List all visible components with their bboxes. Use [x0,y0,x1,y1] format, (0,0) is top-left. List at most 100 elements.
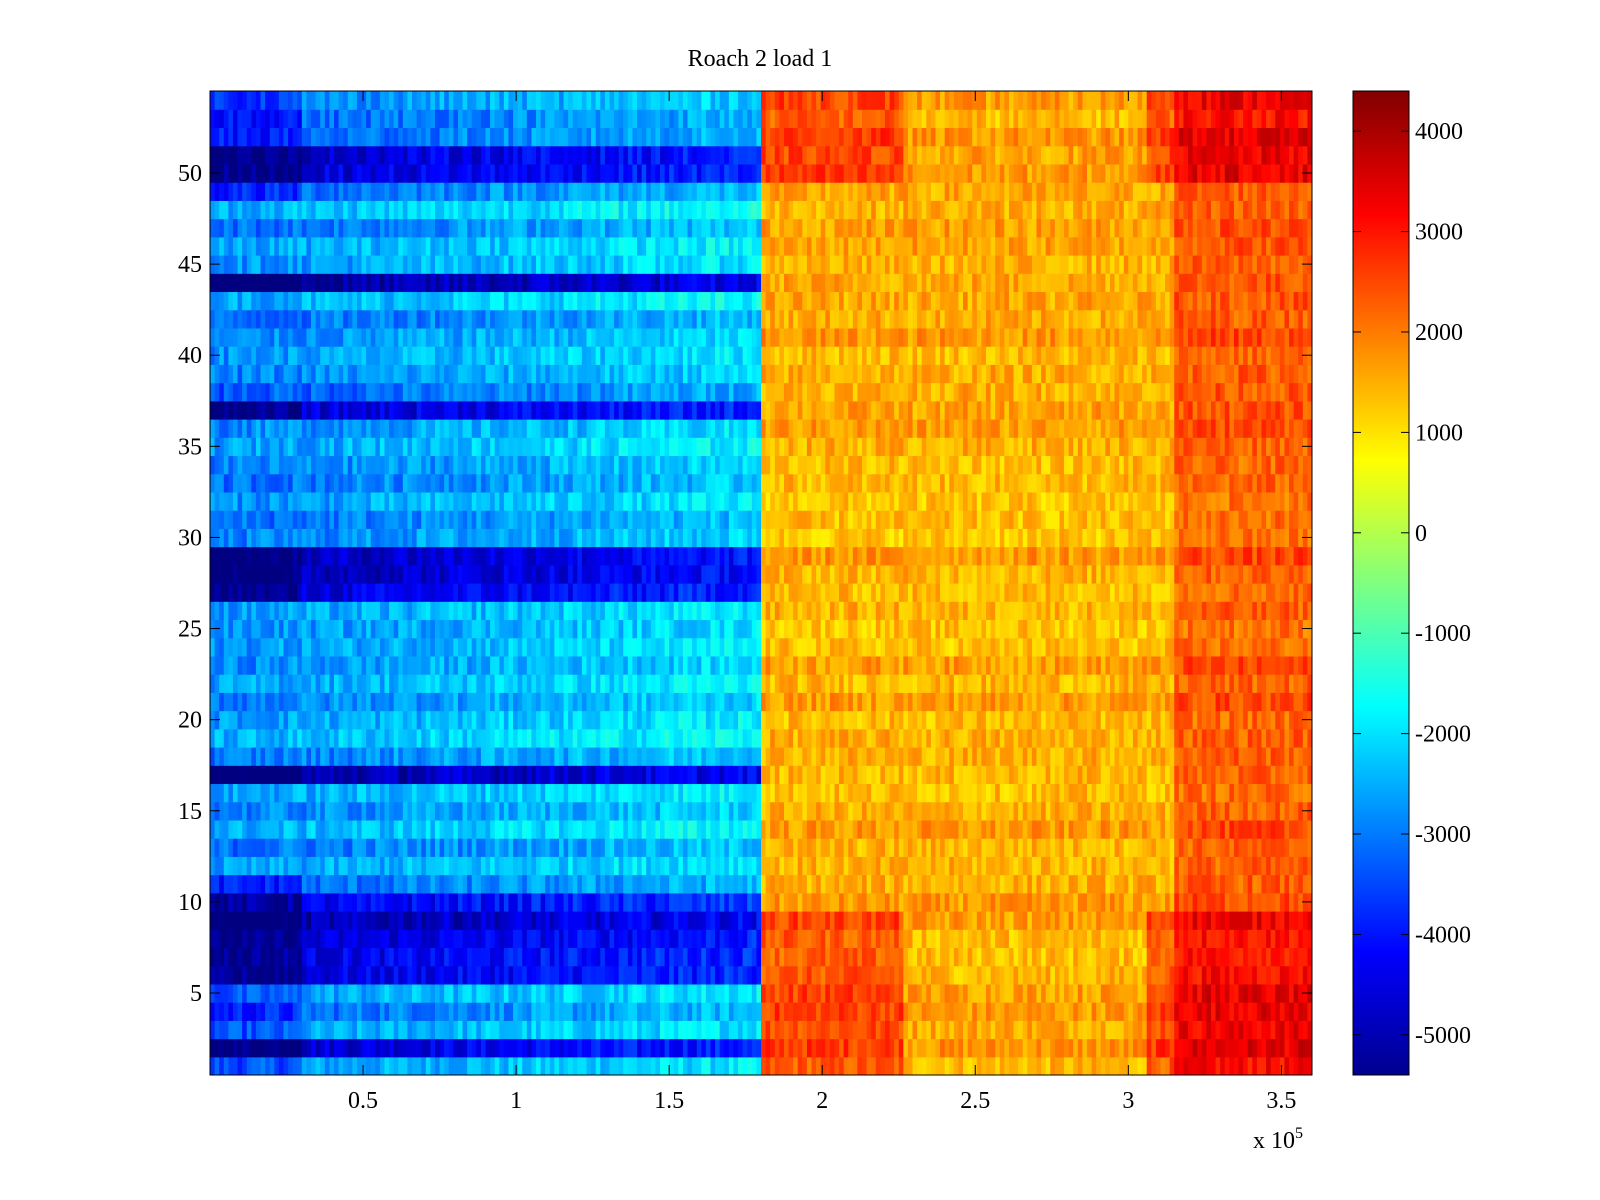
heatmap-cell [480,1020,487,1040]
heatmap-cell [1100,856,1106,876]
heatmap-cell [765,692,771,712]
heatmap-cell [246,1056,252,1075]
heatmap-cell [352,747,358,766]
heatmap-cell [604,692,611,712]
heatmap-cell [1201,1002,1207,1021]
heatmap-cell [1073,747,1079,766]
heatmap-cell [696,710,702,730]
heatmap-cell [595,1038,601,1058]
heatmap-cell [228,874,234,894]
heatmap-cell [894,892,900,912]
heatmap-cell [880,1002,886,1021]
heatmap-cell [921,965,927,985]
heatmap-cell [499,692,505,712]
heatmap-cell [577,856,583,876]
heatmap-cell [1059,1002,1065,1021]
heatmap-cell [549,874,555,894]
heatmap-cell [343,783,349,803]
heatmap-cell [797,911,803,930]
heatmap-cell [779,692,785,712]
heatmap-cell [816,911,822,930]
heatmap-cell [522,874,528,894]
heatmap-cell [402,965,409,985]
heatmap-cell [1096,838,1102,857]
heatmap-cell [655,692,661,712]
heatmap-cell [848,947,854,967]
heatmap-cell [210,765,216,785]
heatmap-cell [692,838,698,857]
heatmap-cell [343,819,349,839]
heatmap-cell [862,1056,868,1075]
heatmap-cell [834,728,840,748]
heatmap-cell [921,1038,927,1058]
heatmap-cell [655,747,661,766]
heatmap-cell [696,1056,702,1075]
heatmap-cell [503,947,510,967]
heatmap-cell [237,783,243,803]
heatmap-cell [499,1002,505,1021]
heatmap-cell [361,747,367,766]
heatmap-cell [517,838,523,857]
heatmap-cell [614,911,620,930]
heatmap-cell [379,1038,386,1058]
heatmap-cell [985,892,992,912]
heatmap-cell [797,819,803,839]
heatmap-cell [1100,819,1106,839]
heatmap-cell [457,911,464,930]
heatmap-cell [1105,965,1111,985]
heatmap-cell [1183,929,1189,949]
heatmap-cell [393,892,399,912]
heatmap-cell [1192,765,1198,785]
heatmap-cell [421,1020,427,1040]
heatmap-cell [788,911,794,930]
heatmap-cell [407,710,413,730]
heatmap-cell [797,1038,803,1058]
heatmap-cell [513,819,519,839]
heatmap-cell [655,947,661,967]
heatmap-cell [1109,1002,1116,1021]
heatmap-cell [283,947,289,967]
heatmap-cell [306,892,312,912]
heatmap-cell [421,728,427,748]
heatmap-cell [770,911,776,930]
heatmap-cell [421,692,427,712]
heatmap-cell [627,983,634,1003]
heatmap-cell [926,965,932,985]
heatmap-cell [425,856,431,876]
heatmap-cell [1045,965,1051,985]
heatmap-cell [1174,765,1180,785]
heatmap-cell [1302,965,1309,985]
heatmap-cell [389,765,395,785]
heatmap-cell [301,765,308,785]
heatmap-cell [783,1020,790,1040]
heatmap-cell [669,819,675,839]
heatmap-cell [568,947,574,967]
heatmap-cell [228,819,234,839]
heatmap-cell [907,765,914,785]
heatmap-cell [976,929,982,949]
heatmap-cell [1082,929,1088,949]
heatmap-cell [829,692,836,712]
heatmap-cell [315,1002,321,1021]
heatmap-cell [453,838,459,857]
heatmap-cell [687,692,693,712]
heatmap-cell [1087,874,1093,894]
heatmap-cell [1064,1020,1070,1040]
heatmap-cell [650,929,656,949]
heatmap-cell [1307,911,1312,930]
heatmap-cell [1233,911,1240,930]
heatmap-cell [255,801,262,821]
heatmap-cell [756,838,762,857]
heatmap-cell [274,819,280,839]
heatmap-cell [1132,911,1139,930]
heatmap-cell [1114,1038,1120,1058]
heatmap-cell [875,947,881,967]
heatmap-cell [1151,1020,1157,1040]
heatmap-cell [265,710,271,730]
heatmap-cell [274,1002,280,1021]
heatmap-cell [738,1038,744,1058]
heatmap-cell [1031,929,1038,949]
heatmap-cell [1238,892,1244,912]
heatmap-cell [655,929,661,949]
heatmap-cell [439,929,445,949]
